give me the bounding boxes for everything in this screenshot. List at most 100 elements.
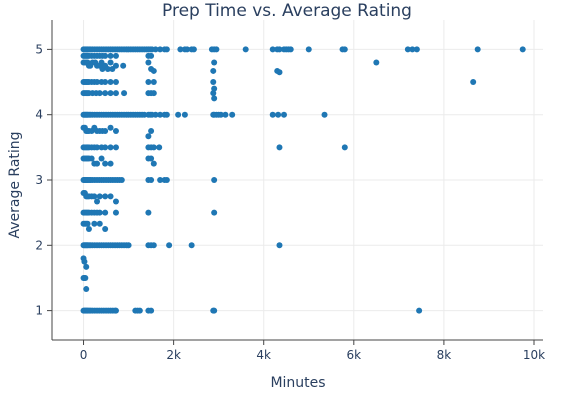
data-point <box>150 79 157 86</box>
data-point <box>145 133 152 140</box>
y-tick-label: 4 <box>35 108 43 122</box>
y-tick-label: 5 <box>35 42 43 56</box>
data-point <box>211 177 218 183</box>
data-point <box>107 160 114 167</box>
data-point <box>83 286 90 293</box>
data-point <box>276 46 283 53</box>
data-point <box>96 90 103 97</box>
data-point <box>217 111 224 118</box>
data-point <box>145 209 152 216</box>
data-point <box>175 111 182 118</box>
x-tick-label: 2k <box>166 348 181 362</box>
data-point <box>102 160 109 167</box>
data-point <box>163 46 170 53</box>
data-point <box>96 220 103 227</box>
data-point <box>145 79 152 86</box>
data-point <box>107 193 114 200</box>
data-point <box>188 242 195 249</box>
data-point <box>118 177 125 183</box>
x-tick-label: 6k <box>347 348 362 362</box>
data-point <box>275 111 282 118</box>
data-point <box>148 177 155 183</box>
data-point <box>210 67 217 74</box>
data-point <box>222 111 229 118</box>
data-point <box>125 242 132 249</box>
data-point <box>276 242 283 249</box>
data-point <box>474 46 481 53</box>
data-point <box>102 144 109 151</box>
data-point <box>112 209 119 216</box>
data-point <box>82 274 89 281</box>
data-point <box>94 160 101 167</box>
data-point <box>98 155 105 162</box>
data-point <box>94 144 101 151</box>
data-point <box>107 124 114 131</box>
data-point <box>102 128 109 135</box>
data-point <box>150 144 157 151</box>
data-point <box>242 46 249 53</box>
data-point <box>94 79 101 86</box>
data-point <box>102 52 109 59</box>
data-point <box>276 69 283 76</box>
data-point <box>150 67 157 74</box>
x-tick-label: 4k <box>256 348 271 362</box>
data-point <box>404 46 411 53</box>
data-point <box>102 79 109 86</box>
data-point <box>102 209 109 216</box>
data-point <box>280 111 287 118</box>
data-point <box>181 111 188 118</box>
data-point <box>150 242 157 249</box>
data-point <box>416 307 423 314</box>
data-point <box>104 65 111 72</box>
data-point <box>112 90 119 97</box>
data-point <box>112 198 119 205</box>
y-tick-label: 1 <box>35 304 43 318</box>
data-point <box>84 220 91 227</box>
data-point <box>211 307 218 314</box>
data-point <box>96 193 103 200</box>
data-point <box>177 46 184 53</box>
data-point <box>211 95 218 102</box>
data-point <box>287 46 294 53</box>
data-point <box>157 46 164 53</box>
data-point <box>210 90 217 97</box>
data-point <box>190 46 197 53</box>
data-point <box>211 209 218 216</box>
data-point <box>152 46 159 53</box>
data-point <box>107 79 114 86</box>
data-point <box>157 177 164 183</box>
data-point <box>145 59 152 66</box>
data-point <box>163 111 170 118</box>
data-point <box>81 258 88 265</box>
data-point <box>156 144 163 151</box>
data-point <box>96 209 103 216</box>
data-point <box>213 46 220 53</box>
data-point <box>107 144 114 151</box>
data-point <box>211 59 218 66</box>
data-point <box>136 307 143 314</box>
data-point <box>150 160 157 167</box>
y-axis-title: Average Rating <box>7 131 23 238</box>
data-point <box>276 144 283 151</box>
data-point <box>112 79 119 86</box>
data-point <box>269 111 276 118</box>
data-point <box>409 46 416 53</box>
data-point <box>102 193 109 200</box>
data-point <box>519 46 526 53</box>
data-point <box>150 90 157 97</box>
data-point <box>107 52 114 59</box>
data-point <box>341 46 348 53</box>
grid-layer <box>52 20 543 340</box>
data-point <box>321 111 328 118</box>
data-point <box>211 85 218 92</box>
data-point <box>120 62 127 69</box>
data-point <box>148 52 155 59</box>
data-point <box>102 225 109 232</box>
y-tick-label: 3 <box>35 173 43 187</box>
data-point <box>373 59 380 66</box>
data-point <box>88 155 95 162</box>
data-point <box>112 128 119 135</box>
data-point <box>341 144 348 151</box>
data-point <box>112 62 119 69</box>
